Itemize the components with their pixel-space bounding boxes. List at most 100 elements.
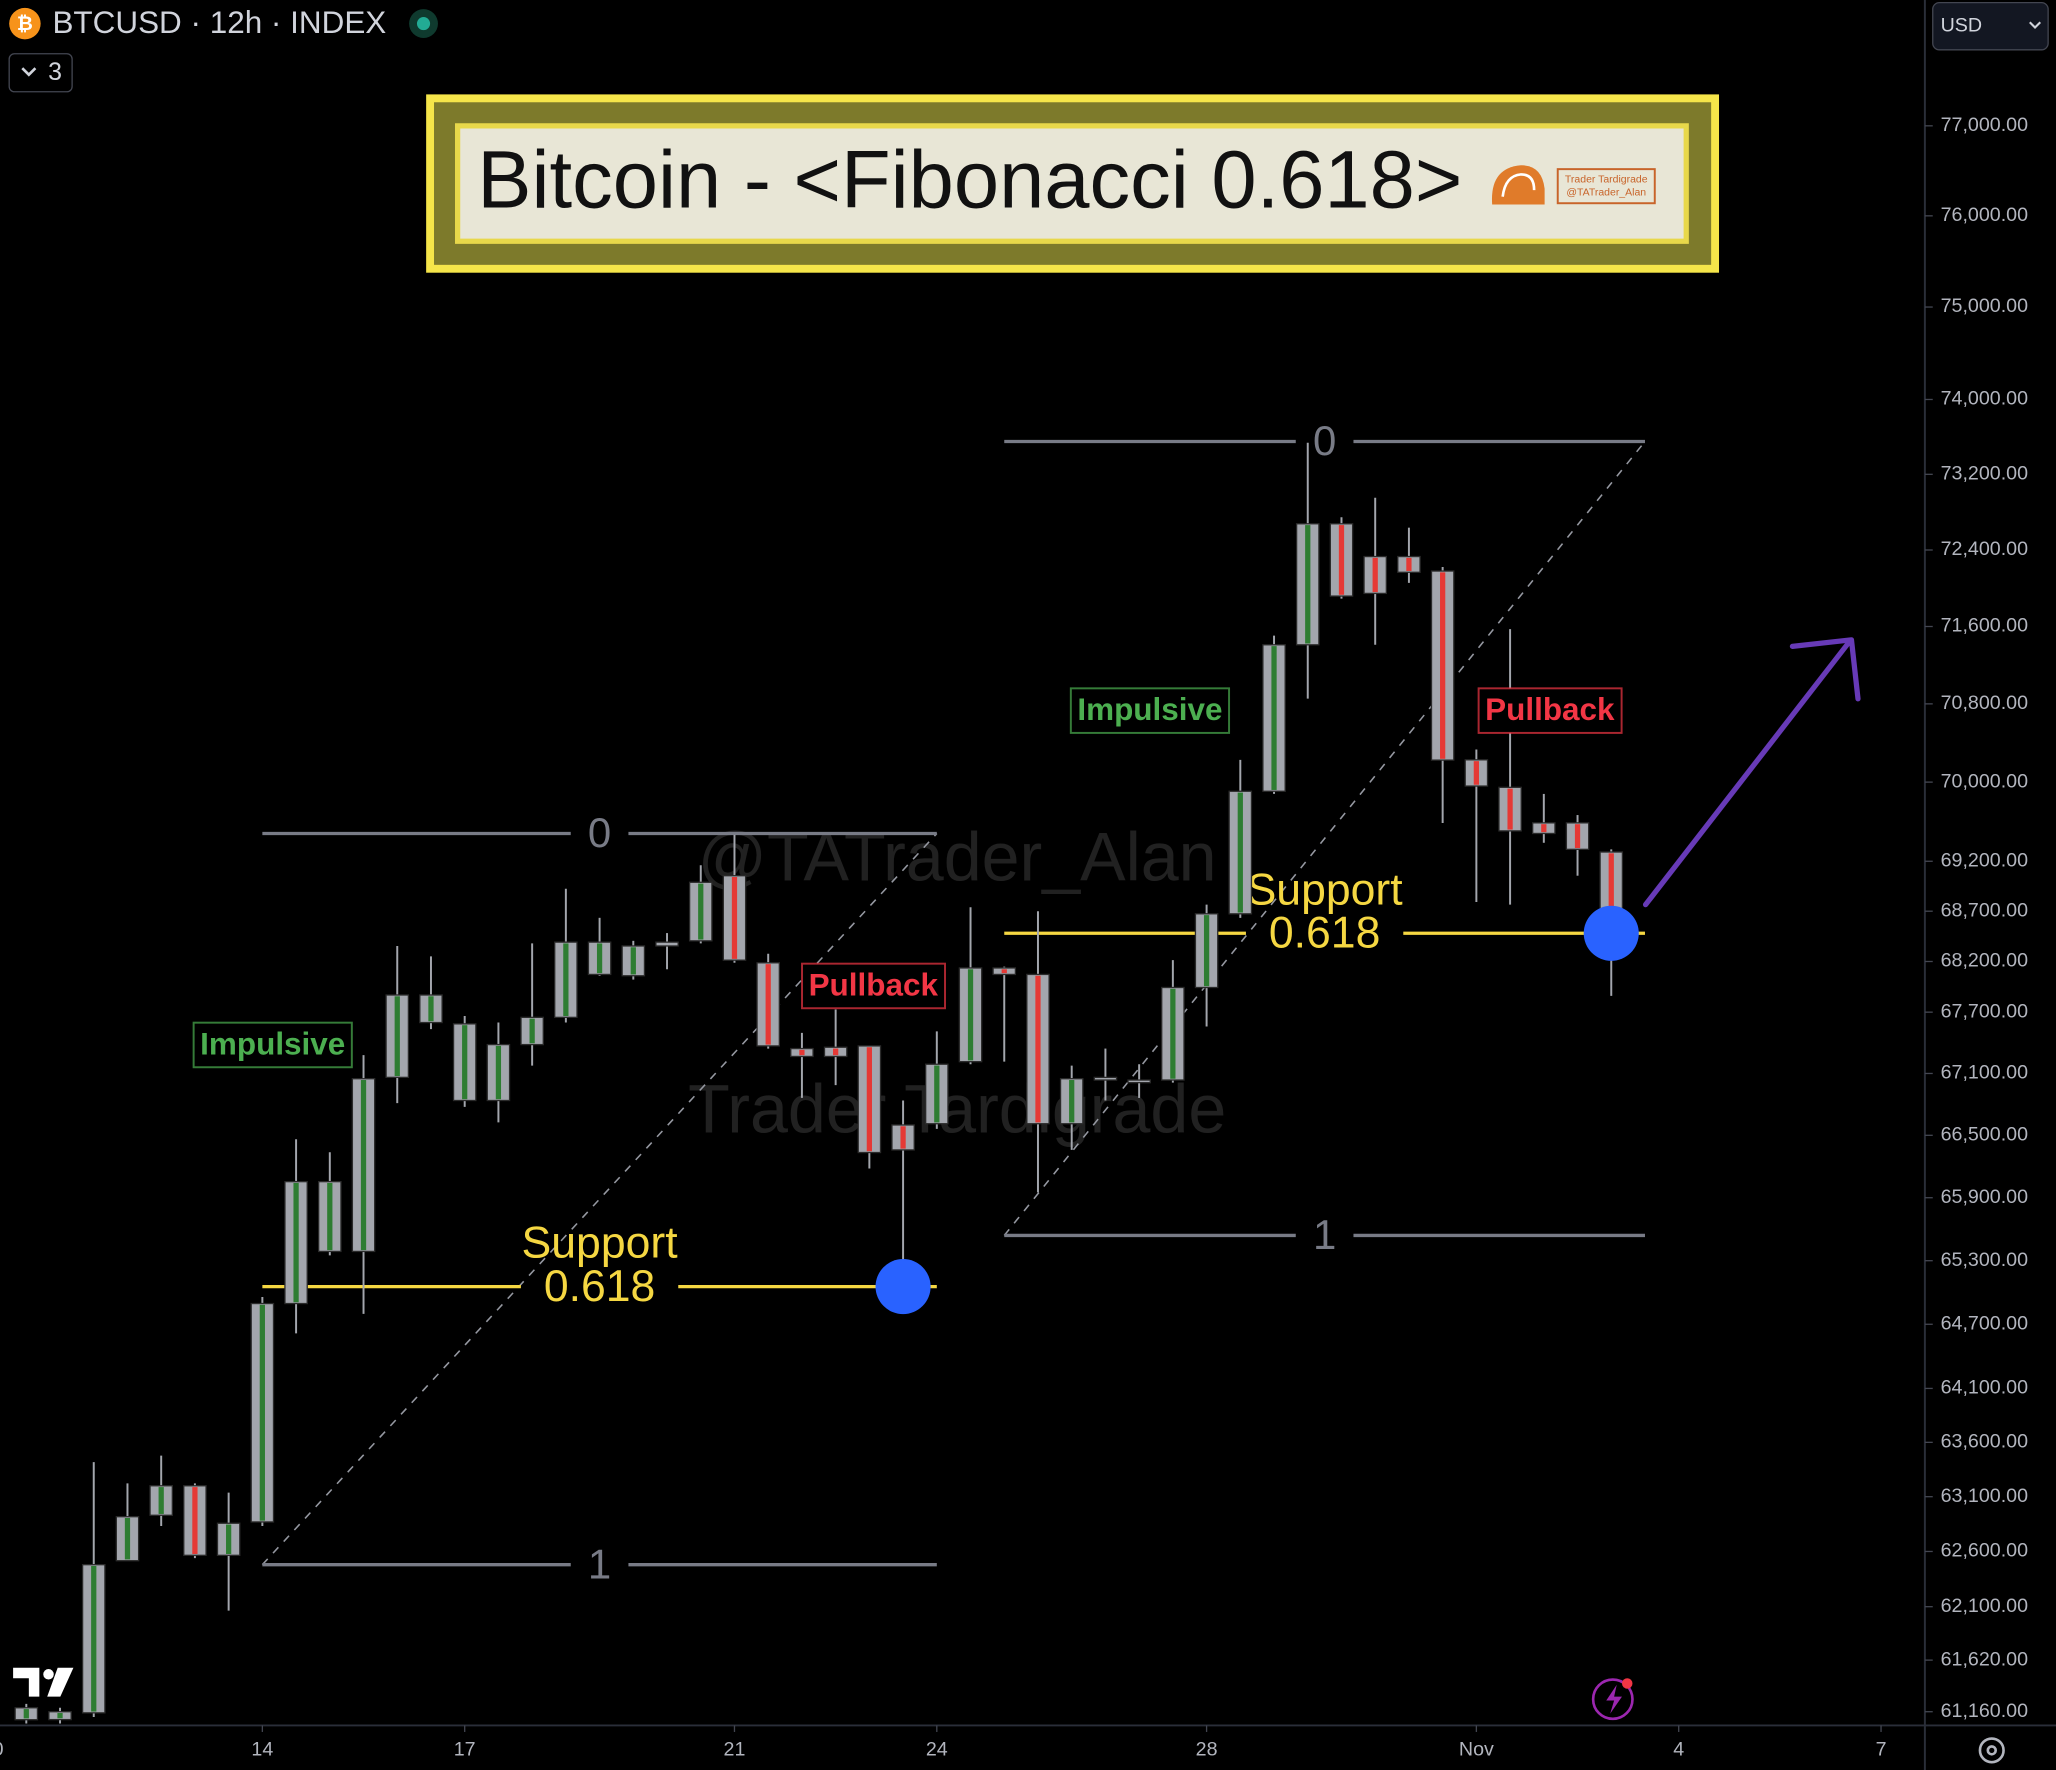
y-tick-label: 72,400.00 bbox=[1941, 538, 2029, 560]
candle-stripe bbox=[1305, 525, 1311, 644]
annotation-label: Impulsive bbox=[1077, 692, 1222, 727]
watermark: @TATrader_Alan bbox=[698, 820, 1217, 896]
y-tick-label: 64,100.00 bbox=[1941, 1377, 2029, 1399]
fib-level-label: 0 bbox=[588, 809, 611, 856]
x-tick-label: 17 bbox=[454, 1739, 476, 1761]
y-tick-label: 65,300.00 bbox=[1941, 1249, 2029, 1271]
y-tick-label: 63,600.00 bbox=[1941, 1431, 2029, 1453]
currency-select[interactable] bbox=[1932, 1, 2049, 51]
chevron bbox=[21, 67, 37, 77]
fib-level-label: 0.618 bbox=[544, 1262, 656, 1311]
y-tick-label: 67,700.00 bbox=[1941, 1000, 2029, 1022]
candle-stripe bbox=[1035, 975, 1041, 1123]
chart-title: Bitcoin - <Fibonacci 0.618> bbox=[477, 135, 1462, 226]
annotation-label: Pullback bbox=[1485, 692, 1615, 727]
candle-stripe bbox=[934, 1065, 940, 1123]
candle-stripe bbox=[1170, 988, 1176, 1079]
candle-stripe bbox=[192, 1487, 198, 1555]
x-tick-label: 14 bbox=[251, 1739, 273, 1761]
badge-line: Trader Tardigrade bbox=[1565, 174, 1648, 185]
x-tick-label: 24 bbox=[926, 1739, 948, 1761]
x-tick-label: Nov bbox=[1459, 1739, 1494, 1761]
direction-arrow-head bbox=[1789, 637, 1861, 702]
candle-stripe bbox=[630, 947, 636, 975]
candle-stripe bbox=[698, 883, 704, 940]
candle-body bbox=[1093, 1076, 1118, 1081]
candle-stripe bbox=[1069, 1080, 1075, 1123]
candle-stripe bbox=[967, 969, 974, 1061]
x-tick-label: 4 bbox=[1673, 1739, 1684, 1761]
candle-stripe bbox=[360, 1080, 367, 1251]
candle-stripe bbox=[57, 1713, 63, 1719]
y-tick-label: 68,200.00 bbox=[1941, 950, 2029, 972]
candle-stripe bbox=[1001, 969, 1007, 974]
annotation-box bbox=[801, 962, 946, 1010]
candle-stripe bbox=[529, 1018, 535, 1044]
chevron bbox=[2029, 21, 2042, 30]
fib-trend-line bbox=[1003, 440, 1646, 1236]
candle-stripe bbox=[1507, 788, 1513, 830]
watermark: Trader Tardigrade bbox=[688, 1071, 1226, 1147]
candle-body bbox=[655, 941, 679, 947]
annotation-box bbox=[1477, 687, 1623, 734]
x-tick-label: 10 bbox=[0, 1739, 4, 1761]
btc-icon-glyph: ₿ bbox=[17, 13, 33, 35]
y-tick-label: 61,160.00 bbox=[1941, 1700, 2029, 1722]
indicator-toggle[interactable] bbox=[8, 53, 73, 93]
candle-stripe bbox=[91, 1565, 97, 1712]
y-tick-label: 75,000.00 bbox=[1941, 295, 2029, 317]
settings-icon[interactable] bbox=[1978, 1737, 2005, 1764]
candle-body bbox=[1127, 1079, 1151, 1084]
touch-point bbox=[875, 1259, 931, 1315]
candle-stripe bbox=[833, 1048, 839, 1056]
y-tick-label: 76,000.00 bbox=[1941, 204, 2029, 226]
y-tick-label: 64,700.00 bbox=[1941, 1312, 2029, 1334]
x-tick-label: 21 bbox=[724, 1739, 746, 1761]
plot-area: @TATrader_Alan Trader Tardigrade 0 1 0.618… bbox=[14, 417, 1861, 1724]
y-tick-label: 62,600.00 bbox=[1941, 1540, 2029, 1562]
candle-stripe bbox=[428, 996, 434, 1022]
candle-stripe bbox=[158, 1487, 164, 1514]
y-tick-label: 71,600.00 bbox=[1941, 615, 2029, 637]
candle-stripe bbox=[596, 943, 603, 974]
candle-stripe bbox=[563, 943, 569, 1017]
tradingview-logo bbox=[13, 1667, 74, 1697]
market-status-dot bbox=[416, 17, 431, 31]
title-panel bbox=[454, 123, 1689, 244]
y-tick-label: 62,100.00 bbox=[1941, 1595, 2029, 1617]
candle-stripe bbox=[1608, 853, 1614, 937]
candle-stripe bbox=[462, 1025, 468, 1100]
y-tick-label: 74,000.00 bbox=[1941, 388, 2029, 410]
y-tick-label: 67,100.00 bbox=[1941, 1062, 2029, 1084]
annotation-box bbox=[192, 1021, 353, 1069]
candle-stripe bbox=[1473, 761, 1479, 785]
candle-stripe bbox=[1271, 646, 1277, 790]
y-tick-label: 70,800.00 bbox=[1941, 692, 2029, 714]
symbol-title[interactable]: BTCUSD · 12h · INDEX bbox=[52, 5, 386, 40]
candle-stripe bbox=[226, 1524, 232, 1555]
fib-level-name: Support bbox=[1247, 865, 1404, 914]
annotation-label: Pullback bbox=[809, 968, 939, 1003]
candle-stripe bbox=[731, 877, 738, 959]
btc-icon bbox=[9, 7, 41, 40]
candle-stripe bbox=[23, 1709, 29, 1719]
candle-stripe bbox=[900, 1126, 906, 1149]
candle-stripe bbox=[799, 1049, 805, 1056]
fib-level-label: 0.618 bbox=[1269, 909, 1381, 958]
candle-stripe bbox=[1372, 557, 1378, 593]
indicator-count: 3 bbox=[48, 58, 62, 86]
alert-icon[interactable] bbox=[1591, 1678, 1634, 1721]
y-tick-label: 61,620.00 bbox=[1941, 1648, 2029, 1670]
candle-stripe bbox=[1541, 824, 1547, 833]
y-tick-label: 69,200.00 bbox=[1941, 849, 2029, 871]
direction-arrow bbox=[1642, 639, 1852, 908]
candle-stripe bbox=[1203, 915, 1210, 987]
currency-label: USD bbox=[1941, 14, 1983, 36]
candle-stripe bbox=[765, 964, 771, 1045]
candle-stripe bbox=[1440, 572, 1446, 759]
candle-stripe bbox=[1406, 557, 1412, 571]
y-tick-label: 73,200.00 bbox=[1941, 463, 2029, 485]
y-tick-label: 70,000.00 bbox=[1941, 770, 2029, 792]
